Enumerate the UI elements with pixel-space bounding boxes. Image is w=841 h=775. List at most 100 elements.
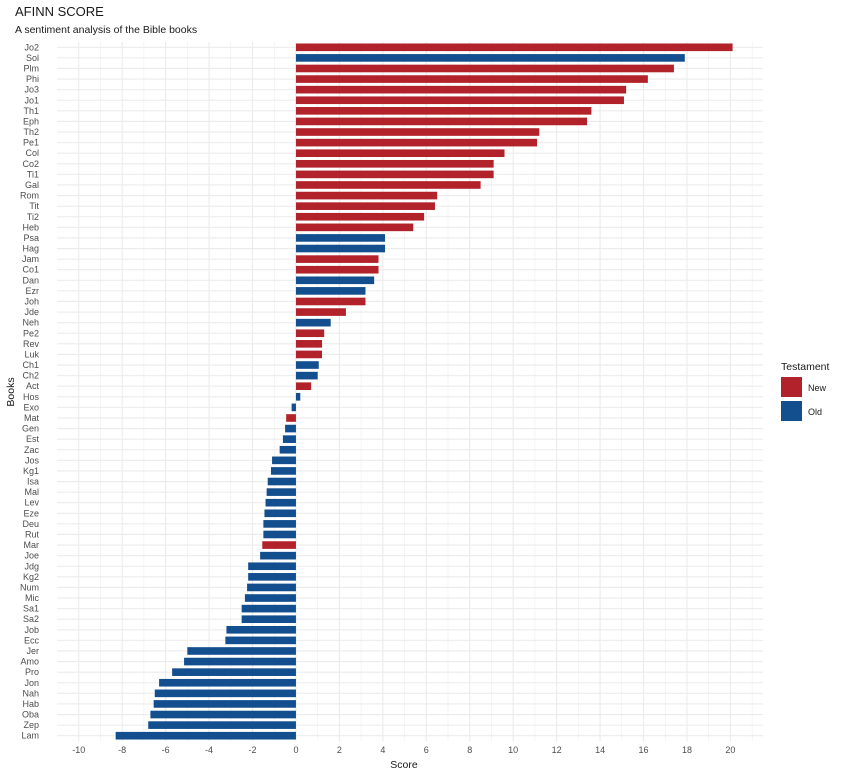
y-tick-label: Plm: [24, 63, 40, 73]
y-tick-label: Ch1: [22, 360, 39, 370]
y-tick-label: Oba: [22, 710, 39, 720]
legend-label-old: Old: [808, 407, 822, 417]
y-tick-label: Gal: [25, 180, 39, 190]
bar-sa1: [241, 604, 296, 613]
bar-num: [247, 583, 296, 592]
bar-nah: [154, 689, 296, 698]
bar-jo1: [295, 96, 624, 105]
bar-eph: [295, 117, 588, 126]
bar-exo: [291, 403, 296, 412]
y-tick-label: Th2: [23, 127, 39, 137]
y-tick-label: Amo: [20, 657, 39, 667]
bar-jon: [159, 678, 296, 687]
y-tick-label: Jo3: [24, 85, 39, 95]
y-tick-label: Eze: [23, 508, 39, 518]
bar-jo2: [295, 43, 733, 52]
bar-sa2: [241, 615, 296, 624]
y-tick-label: Joh: [24, 296, 39, 306]
bar-mat: [286, 414, 296, 422]
bar-heb: [295, 223, 414, 232]
chart-title: AFINN SCORE: [15, 4, 104, 19]
bar-oba: [150, 710, 296, 719]
y-tick-label: Neh: [22, 318, 39, 328]
bar-zac: [279, 445, 296, 454]
bar-luk: [295, 350, 323, 359]
y-tick-label: Pe1: [23, 138, 39, 148]
y-tick-label: Jdg: [24, 561, 39, 571]
y-tick-label: Psa: [23, 233, 39, 243]
bar-mal: [266, 488, 296, 496]
y-axis-title: Books: [5, 377, 17, 406]
bar-jer: [187, 647, 296, 655]
y-tick-label: Kg2: [23, 572, 39, 582]
y-tick-label: Jer: [26, 646, 39, 656]
y-tick-label: Lev: [24, 498, 39, 508]
y-tick-label: Jon: [24, 678, 39, 688]
y-tick-label: Rut: [25, 529, 40, 539]
y-tick-label: Co2: [22, 159, 39, 169]
grid-lines: [57, 42, 763, 741]
legend-title: Testament: [781, 361, 830, 373]
y-tick-label: Isa: [27, 477, 39, 487]
bar-lev: [265, 498, 296, 507]
x-tick-label: 6: [424, 745, 429, 755]
bar-amo: [184, 657, 296, 666]
bar-hag: [295, 244, 386, 253]
bar-rev: [295, 340, 323, 348]
bar-dan: [295, 276, 375, 285]
bar-phi: [295, 75, 648, 83]
y-tick-label: Jde: [24, 307, 39, 317]
y-tick-label: Jos: [25, 455, 40, 465]
y-tick-label: Job: [24, 625, 39, 635]
x-tick-label: 8: [467, 745, 472, 755]
y-tick-label: Zac: [24, 445, 40, 455]
y-tick-label: Act: [26, 381, 40, 391]
y-tick-label: Lam: [21, 731, 39, 741]
y-tick-label: Pe2: [23, 328, 39, 338]
bar-tit: [295, 202, 435, 210]
y-tick-label: Pro: [25, 667, 39, 677]
x-tick-label: 0: [293, 745, 298, 755]
y-tick-labels: Jo2SolPlmPhiJo3Jo1Th1EphTh2Pe1ColCo2Ti1G…: [20, 42, 40, 740]
bar-hab: [153, 700, 296, 708]
x-tick-label: 2: [337, 745, 342, 755]
bar-co1: [295, 265, 379, 274]
x-tick-label: -10: [72, 745, 85, 755]
bar-plm: [295, 64, 674, 73]
bar-deu: [263, 520, 296, 528]
bar-rut: [263, 530, 296, 539]
y-tick-label: Luk: [24, 349, 39, 359]
y-tick-label: Hag: [22, 244, 39, 254]
x-tick-label: -6: [162, 745, 170, 755]
bar-neh: [295, 318, 331, 327]
bar-jos: [272, 456, 296, 465]
y-tick-label: Eph: [23, 116, 39, 126]
bar-gen: [285, 424, 296, 433]
bar-co2: [295, 159, 494, 168]
y-tick-label: Mal: [24, 487, 39, 497]
y-tick-label: Est: [26, 434, 40, 444]
y-tick-label: Hos: [23, 392, 40, 402]
y-tick-label: Ch2: [22, 371, 39, 381]
y-tick-label: Rom: [20, 191, 39, 201]
bar-ecc: [225, 636, 296, 645]
bar-joe: [260, 551, 296, 560]
x-tick-labels: -10 -8 -6 -4 -2 0 2 4 6 8 10 12 14 16 18 20: [72, 745, 735, 755]
bar-jo3: [295, 85, 627, 94]
y-tick-label: Ti2: [27, 212, 39, 222]
bar-ch2: [295, 371, 318, 380]
y-tick-label: Mat: [24, 413, 40, 423]
bar-lam: [115, 731, 296, 740]
bar-jde: [295, 308, 346, 316]
y-tick-label: Kg1: [23, 466, 39, 476]
bar-est: [282, 435, 296, 443]
bar-th2: [295, 128, 540, 136]
y-tick-label: Joe: [24, 551, 39, 561]
bar-rom: [295, 191, 438, 200]
bar-joh: [295, 297, 366, 306]
legend: Testament New Old: [781, 361, 830, 421]
y-tick-label: Sa2: [23, 614, 39, 624]
x-tick-label: 16: [639, 745, 649, 755]
bar-pro: [172, 668, 296, 676]
